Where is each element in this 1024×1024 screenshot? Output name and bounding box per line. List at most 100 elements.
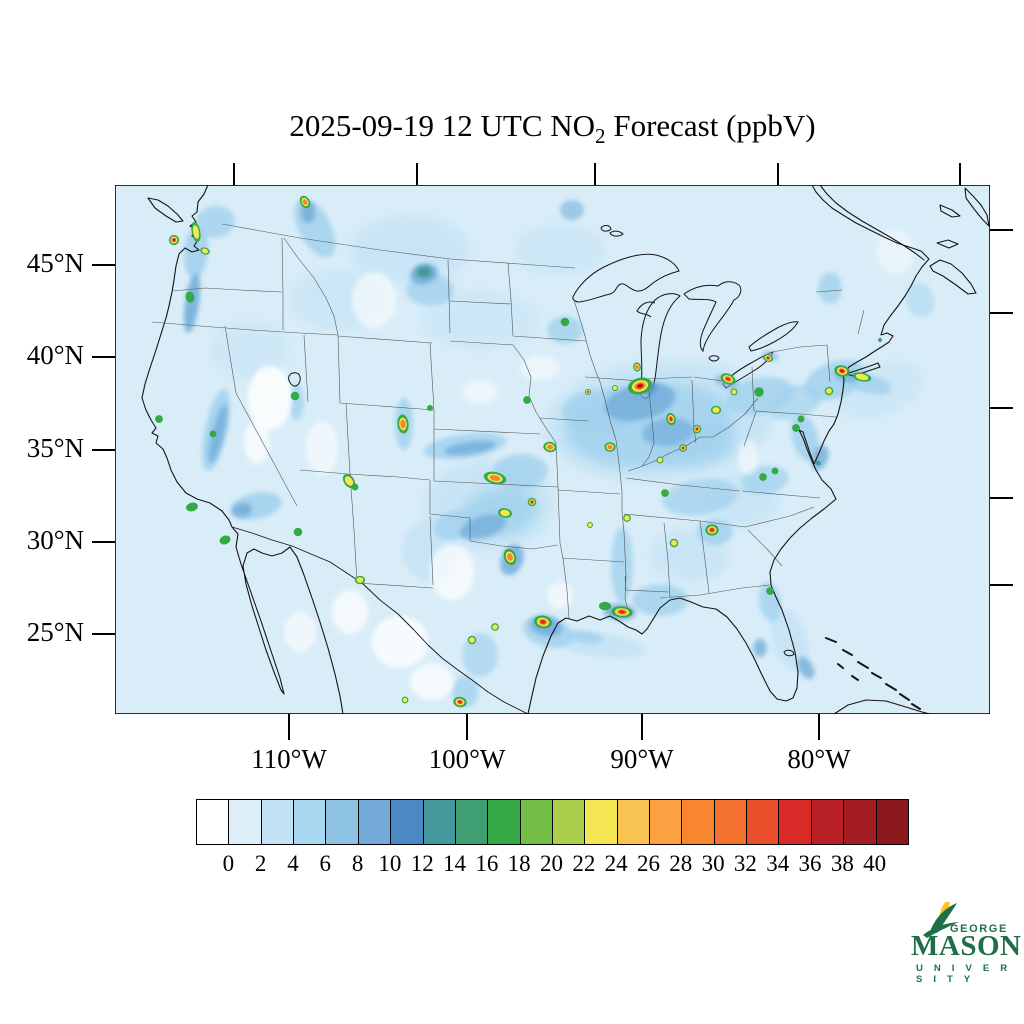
plume [208, 404, 228, 464]
green-blade [923, 922, 959, 938]
hotspot [661, 489, 669, 497]
hotspot [612, 385, 618, 391]
hotspot [607, 444, 613, 450]
plume [520, 356, 560, 380]
cuba-coastline [833, 699, 931, 714]
lat-tick [92, 264, 115, 266]
plume [183, 273, 201, 333]
hotspot [302, 199, 308, 205]
colorbar-tick-label: 34 [766, 851, 790, 876]
hotspot [426, 404, 434, 412]
plume [284, 612, 316, 652]
colorbar-tick-label: 38 [830, 851, 854, 876]
hotspot [712, 407, 720, 413]
green-leaf [931, 903, 957, 934]
colorbar-tick-label: 0 [222, 851, 235, 876]
plume [183, 226, 209, 278]
map-figure [115, 185, 990, 714]
lat-tick [92, 449, 115, 451]
colorbar-cell [390, 800, 423, 844]
lon-tick-label: 80°W [787, 744, 851, 774]
lon-tick [466, 714, 468, 740]
colorbar-tick-label: 8 [351, 851, 364, 876]
plume [372, 616, 428, 668]
hotspot [201, 248, 209, 254]
plume [352, 272, 396, 328]
anticosti-island [939, 204, 961, 218]
right-tick [990, 312, 1013, 314]
plume [462, 380, 498, 404]
colorbar-tick-label: 32 [733, 851, 757, 876]
right-tick [990, 407, 1013, 409]
hotspot [492, 624, 498, 630]
colorbar-cell [487, 800, 520, 844]
top-tick [777, 163, 779, 185]
plume [770, 608, 810, 672]
plume [877, 230, 913, 274]
right-tick [990, 229, 1013, 231]
hotspot [344, 476, 354, 486]
lon-tick [641, 714, 643, 740]
plume [492, 453, 548, 491]
hotspot [671, 540, 677, 546]
plume [611, 527, 633, 603]
hotspot [855, 373, 869, 381]
right-tick [990, 584, 1013, 586]
plume [753, 639, 767, 657]
colorbar-cell [357, 800, 391, 844]
green-bay [636, 301, 656, 318]
plume [244, 420, 270, 464]
lat-tick [92, 633, 115, 635]
plume [758, 582, 782, 622]
colorbar-tick-label: 12 [410, 851, 434, 876]
top-tick [959, 163, 961, 185]
hotspot [598, 601, 612, 611]
colorbar-cell [681, 800, 714, 844]
hotspot [419, 268, 429, 276]
hotspot [587, 391, 589, 393]
lon-tick-label: 110°W [251, 744, 327, 774]
lat-tick-label: 40°N [26, 340, 84, 370]
colorbar-cell [325, 800, 358, 844]
hotspot [209, 430, 217, 438]
colorbar-tick-label: 6 [319, 851, 332, 876]
colorbar-cell [197, 800, 229, 844]
colorbar-cell [649, 800, 682, 844]
plume [567, 630, 603, 644]
plume [459, 514, 507, 540]
hotspot [766, 356, 770, 360]
colorbar-tick-label: 26 [636, 851, 660, 876]
hotspot [560, 317, 570, 327]
colorbar-tick-label: 30 [701, 851, 725, 876]
lat-tick-label: 25°N [26, 617, 84, 647]
plume [662, 478, 738, 516]
colorbar-tick-label: 24 [604, 851, 628, 876]
logo-mason: MASON [911, 930, 1022, 962]
plume [332, 590, 368, 634]
hotspot [186, 502, 198, 512]
colorbar-cell [551, 800, 585, 844]
colorbar-cell [875, 800, 908, 844]
plume [248, 366, 292, 430]
colorbar-tick-label: 36 [798, 851, 822, 876]
lat-tick-label: 30°N [26, 525, 84, 555]
colorbar-cell [422, 800, 455, 844]
colorbar-tick-label: 22 [572, 851, 596, 876]
lat-tick [92, 356, 115, 358]
hotspot [530, 500, 534, 504]
lon-tick [288, 714, 290, 740]
title-suffix: Forecast (ppbV) [605, 108, 816, 143]
right-tick [990, 497, 1013, 499]
hotspot [826, 388, 832, 394]
plume [547, 316, 583, 344]
lat-tick-label: 35°N [26, 433, 84, 463]
hotspot [797, 415, 805, 423]
colorbar-tick-label: 16 [475, 851, 499, 876]
hotspot [587, 522, 593, 528]
us-mexico-border [231, 526, 529, 714]
prince-edward-island [936, 239, 959, 249]
plume [811, 445, 829, 471]
hotspot [155, 415, 163, 423]
pacific-coastline [141, 185, 344, 714]
hotspot [219, 535, 231, 545]
